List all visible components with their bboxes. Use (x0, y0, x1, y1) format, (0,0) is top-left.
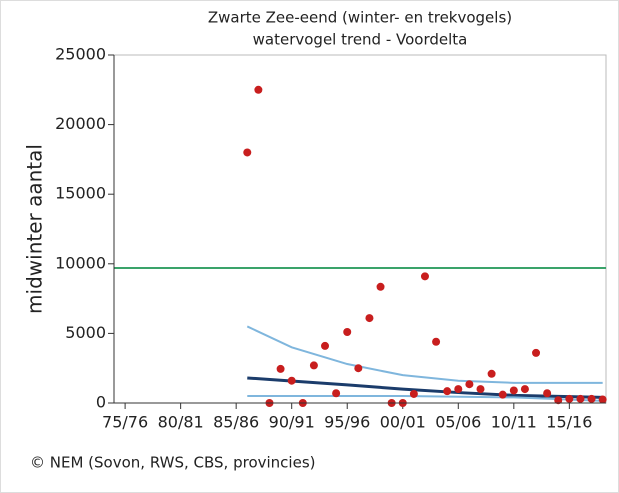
y-tick-label: 20000 (55, 114, 106, 133)
x-tick-label: 90/91 (269, 413, 315, 432)
point (454, 385, 463, 394)
point (520, 385, 529, 394)
point (476, 385, 485, 394)
point (532, 348, 541, 357)
point (254, 85, 263, 94)
chart-subtitle: watervogel trend - Voordelta (253, 31, 468, 49)
point (243, 148, 252, 157)
x-tick-label: 10/11 (491, 413, 537, 432)
point (309, 361, 318, 370)
point (287, 376, 296, 385)
x-tick-label: 80/81 (158, 413, 204, 432)
y-tick-label: 5000 (65, 323, 106, 342)
point (332, 389, 341, 398)
y-tick-label: 15000 (55, 184, 106, 203)
point (321, 341, 330, 350)
point (365, 314, 374, 323)
footer: © NEM (Sovon, RWS, CBS, provincies) (30, 454, 315, 472)
y-tick-label: 0 (96, 393, 106, 412)
point (420, 272, 429, 281)
point (354, 364, 363, 373)
point (343, 328, 352, 337)
point (543, 389, 552, 398)
y-axis-label: midwinter aantal (23, 144, 47, 314)
trend-line (247, 376, 603, 399)
point (509, 386, 518, 395)
point (443, 387, 452, 396)
x-tick-label: 00/01 (380, 413, 426, 432)
point (432, 337, 441, 346)
point (276, 364, 285, 373)
x-tick-label: 05/06 (435, 413, 481, 432)
x-tick-label: 15/16 (546, 413, 592, 432)
point (409, 389, 418, 398)
y-tick-label: 25000 (55, 45, 106, 64)
point (376, 282, 385, 291)
point (465, 380, 474, 389)
x-tick-label: 95/96 (324, 413, 370, 432)
x-tick-label: 85/86 (213, 413, 259, 432)
y-tick-label: 10000 (55, 253, 106, 272)
point (554, 396, 563, 405)
point (598, 395, 607, 404)
point (576, 394, 585, 403)
point (498, 390, 507, 399)
trend-line (246, 325, 603, 384)
x-tick-label: 75/76 (102, 413, 148, 432)
chart-title: Zwarte Zee-eend (winter- en trekvogels) (208, 9, 512, 27)
point (587, 394, 596, 403)
point (487, 369, 496, 378)
point (565, 394, 574, 403)
